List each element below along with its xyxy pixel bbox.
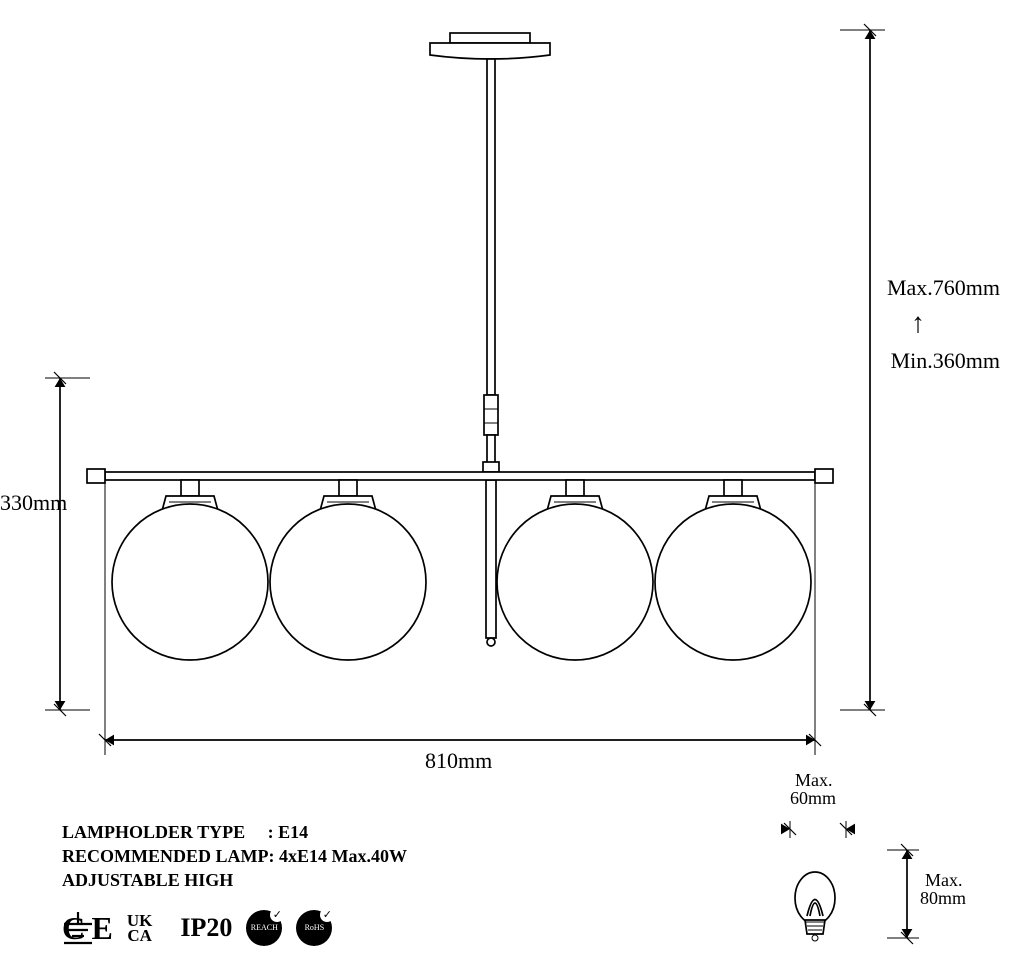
arrow-up-icon: ↑ [911,308,925,340]
reach-badge-icon: REACH ✓ [246,910,282,946]
spec-lampholder: LAMPHOLDER TYPE : E14 [62,822,308,843]
dim-drop-max: Max.760mm [887,275,1000,301]
spec-recommended: RECOMMENDED LAMP: 4xE14 Max.40W [62,846,407,867]
certification-row: C E UKCA IP20 REACH ✓ RoHS ✓ [62,910,332,946]
dim-width: 810mm [425,748,492,774]
dim-drop-min: Min.360mm [891,348,1000,374]
diagram-canvas: 330mm Max.760mm Min.360mm 810mm Max. 60m… [0,0,1020,969]
ip20-rating: IP20 [180,916,232,939]
rohs-badge-icon: RoHS ✓ [296,910,332,946]
ukca-mark-icon: UKCA [127,913,153,944]
dim-height-section: 330mm [0,490,67,516]
dim-bulb-height-bot: 80mm [920,888,966,909]
dim-bulb-width-bot: 60mm [790,788,836,809]
spec-adjustable: ADJUSTABLE HIGH [62,870,233,891]
